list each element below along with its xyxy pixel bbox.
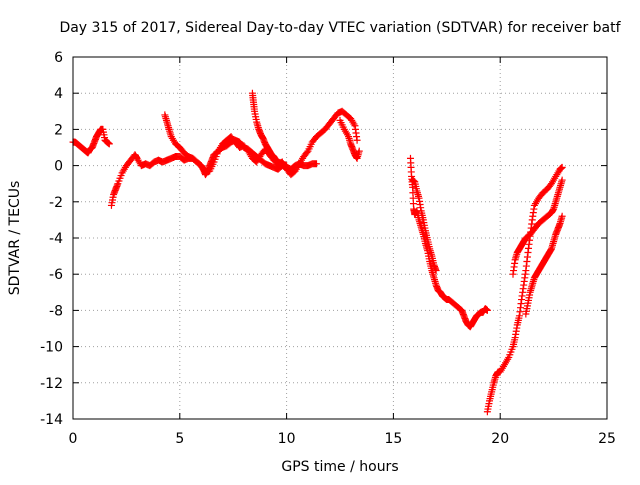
y-tick-label: -6: [49, 267, 63, 283]
y-tick-label: -10: [40, 340, 63, 356]
data-point-marker: [558, 176, 566, 184]
data-point-marker: [432, 267, 440, 275]
series-arc-8: [483, 163, 566, 416]
series-arc-10: [522, 212, 566, 318]
y-axis-label: SDTVAR / TECUs: [7, 181, 23, 296]
series-arc-7: [409, 176, 440, 275]
data-point-marker: [313, 160, 321, 168]
series-arc-5: [336, 116, 363, 162]
data-point-marker: [558, 163, 566, 171]
data-point-marker: [355, 147, 363, 155]
series-arc-3: [161, 107, 361, 179]
data-point-marker: [105, 140, 113, 148]
x-tick-label: 5: [175, 431, 184, 447]
data-point-marker: [303, 148, 311, 156]
y-tick-label: -8: [49, 303, 63, 319]
y-tick-label: -12: [40, 376, 63, 392]
chart-title: Day 315 of 2017, Sidereal Day-to-day VTE…: [59, 20, 621, 36]
x-axis-label: GPS time / hours: [281, 459, 398, 475]
y-tick-label: 2: [54, 122, 63, 138]
data-point-marker: [353, 136, 361, 144]
y-tick-label: -14: [40, 412, 63, 428]
x-tick-label: 20: [491, 431, 509, 447]
x-tick-label: 15: [384, 431, 402, 447]
y-tick-label: 0: [54, 159, 63, 175]
axis-ticks: 0 5 10 15 20 25 -14 -12 -10 -8 -6 -4 -2 0 2 4 6: [40, 50, 616, 447]
data-point-marker: [558, 212, 566, 220]
y-tick-label: -2: [49, 195, 63, 211]
y-tick-label: -4: [49, 231, 63, 247]
series-arc-9: [509, 176, 566, 278]
y-tick-label: 4: [54, 86, 63, 102]
data-marks: [69, 89, 566, 416]
data-point-marker: [483, 306, 491, 314]
x-tick-label: 0: [69, 431, 78, 447]
grid-lines: [73, 57, 607, 419]
y-tick-label: 6: [54, 50, 63, 66]
data-point-marker: [283, 162, 291, 170]
x-tick-label: 10: [278, 431, 296, 447]
x-tick-label: 25: [598, 431, 616, 447]
series-arc-6: [406, 154, 491, 331]
series-arc-4: [248, 89, 291, 170]
series-arc-1: [69, 125, 113, 157]
